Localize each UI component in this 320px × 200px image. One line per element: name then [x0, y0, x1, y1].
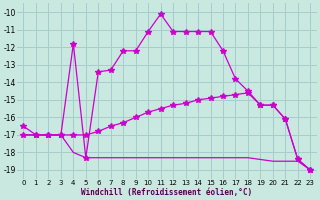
X-axis label: Windchill (Refroidissement éolien,°C): Windchill (Refroidissement éolien,°C): [81, 188, 252, 197]
